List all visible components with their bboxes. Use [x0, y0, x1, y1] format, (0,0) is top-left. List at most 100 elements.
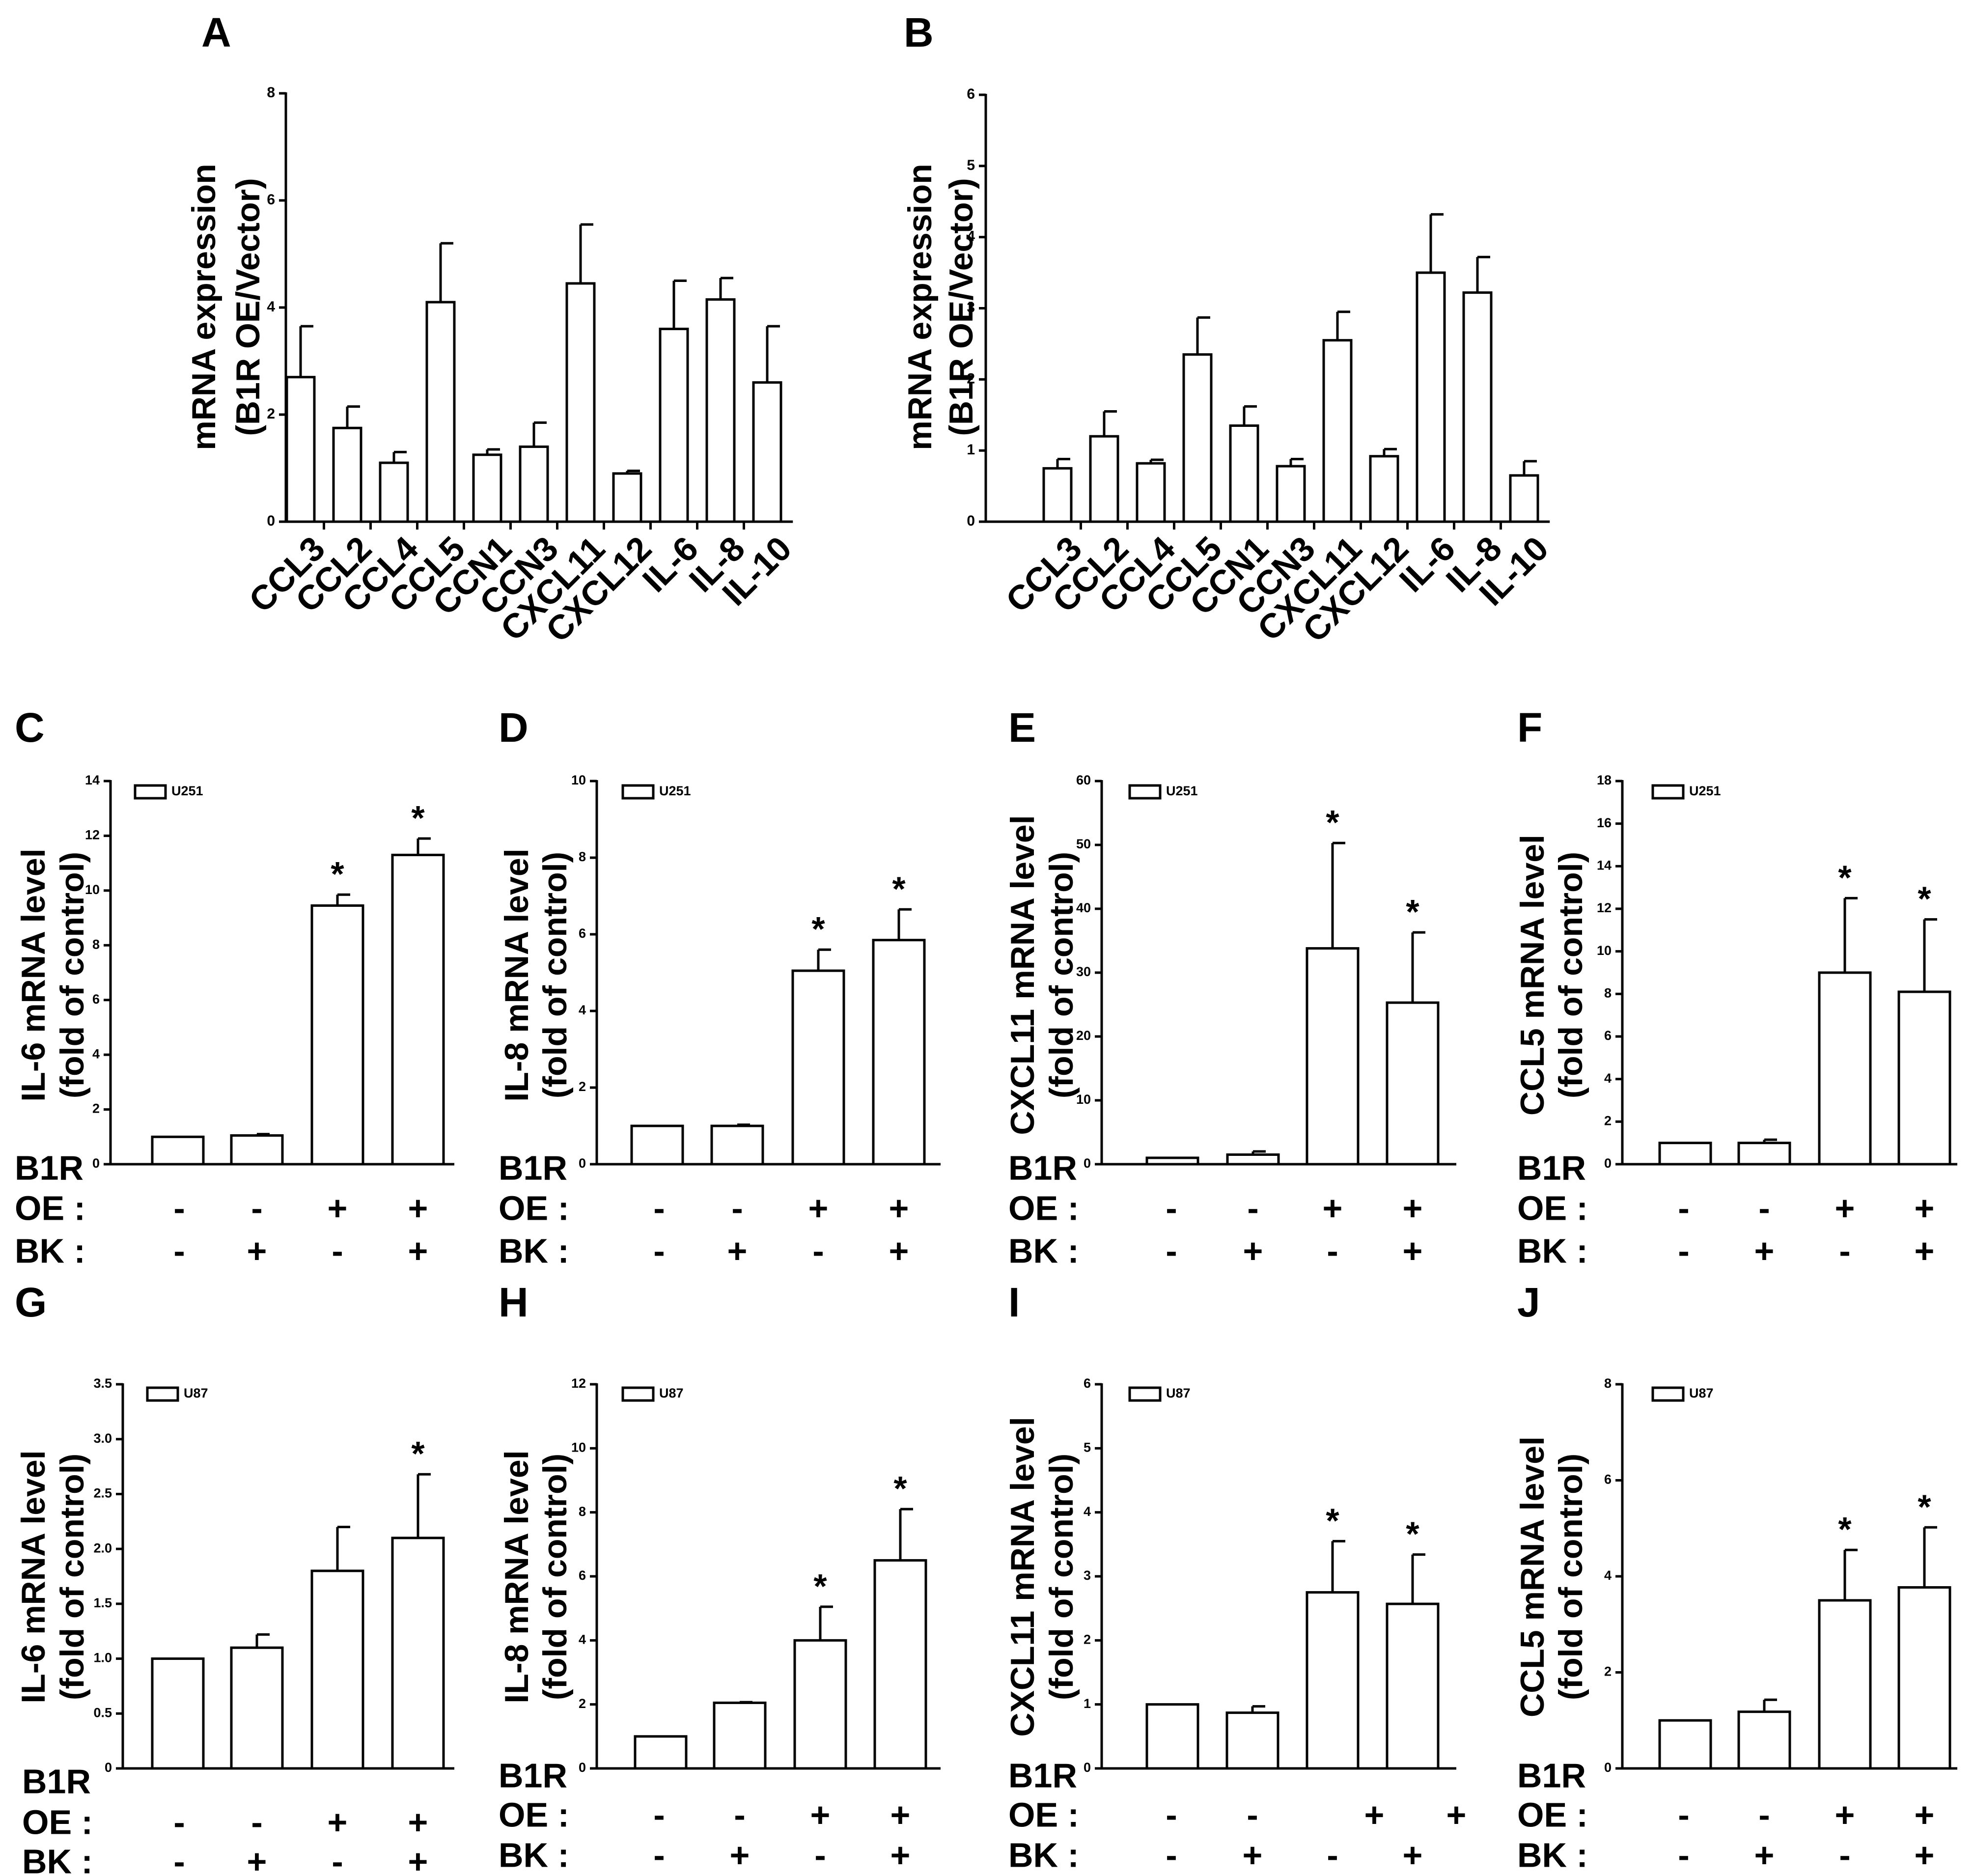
panel-h-bk-sign: + — [890, 1836, 911, 1874]
panel-f-bk-sign: + — [1915, 1232, 1935, 1270]
panel-g-ytick-label: 1.5 — [93, 1596, 112, 1610]
panel-a-ytick-label: 8 — [267, 84, 275, 101]
panel-g-oe-sign: - — [251, 1803, 262, 1841]
panel-f-ytick-label: 18 — [1597, 773, 1612, 787]
panel-j-b1r-label: B1R — [1517, 1756, 1586, 1794]
panel-b-bar — [1229, 424, 1259, 523]
panel-d-significance-star: * — [811, 910, 825, 948]
panel-f-ylabel-line2: (fold of control) — [1552, 852, 1589, 1098]
panel-a-bar — [565, 282, 596, 523]
panel-f-ytick-label: 2 — [1604, 1113, 1612, 1128]
panel-d-bk-sign: + — [889, 1232, 909, 1270]
panel-f-legend-swatch — [1651, 784, 1685, 800]
panel-i-bk-sign: - — [1327, 1836, 1338, 1874]
panel-i-bar — [1306, 1591, 1360, 1770]
panel-f-oe-sign: + — [1915, 1189, 1935, 1227]
panel-d-legend-swatch — [621, 784, 655, 800]
panel-d-oe-sign: + — [808, 1189, 829, 1227]
panel-d-bk-sign: - — [812, 1232, 824, 1270]
panel-h-ytick-label: 6 — [579, 1568, 586, 1583]
panel-j-legend-swatch — [1651, 1386, 1685, 1402]
panel-c-ytick-label: 12 — [85, 828, 100, 842]
panel-e-ytick-label: 50 — [1076, 837, 1091, 851]
panel-d-oe-sign: + — [889, 1189, 909, 1227]
panel-h-bar — [793, 1639, 847, 1770]
panel-i-bk-label: BK : — [1008, 1836, 1079, 1874]
panel-h-significance-star: * — [813, 1567, 827, 1605]
panel-f-bk-sign: - — [1839, 1232, 1850, 1270]
panel-i-letter: I — [1008, 1279, 1020, 1325]
panel-d-oe-sign: - — [731, 1189, 743, 1227]
panel-i-ylabel-line1: CXCL11 mRNA level — [1004, 1417, 1041, 1736]
panel-f-ytick-label: 10 — [1597, 943, 1612, 958]
panel-c-oe-sign: - — [173, 1189, 185, 1227]
panel-e-ylabel-line1: CXCL11 mRNA level — [1004, 815, 1041, 1135]
panel-g-ylabel-line2: (fold of control) — [54, 1454, 91, 1700]
panel-g-bar — [230, 1646, 284, 1770]
panel-c-legend-label: U251 — [171, 784, 203, 798]
panel-e-significance-star: * — [1406, 893, 1419, 931]
panel-i-ytick-label: 0 — [1084, 1760, 1091, 1775]
panel-d-legend-label: U251 — [659, 784, 691, 798]
panel-f-b1r-label: B1R — [1517, 1148, 1586, 1187]
panel-h-oe-sign: + — [810, 1795, 831, 1834]
panel-f-legend-label: U251 — [1689, 784, 1721, 798]
panel-a-bar — [332, 426, 362, 523]
panel-d-bk-sign: - — [653, 1232, 665, 1270]
panel-e-ytick-label: 10 — [1076, 1092, 1091, 1107]
panel-e-bar — [1306, 947, 1360, 1166]
panel-e-bk-sign: + — [1243, 1232, 1263, 1270]
panel-i-significance-star: * — [1326, 1501, 1339, 1540]
panel-g-ytick-label: 0 — [105, 1760, 112, 1775]
panel-e-ytick-label: 30 — [1076, 964, 1091, 979]
panel-h-ytick-label: 12 — [571, 1376, 586, 1391]
panel-j-ytick-label: 0 — [1604, 1760, 1612, 1775]
panel-c-significance-star: * — [331, 855, 344, 893]
panel-i-ytick-label: 5 — [1084, 1440, 1091, 1455]
panel-f-oe-sign: + — [1835, 1189, 1855, 1227]
panel-c-b1r-label: B1R — [15, 1148, 83, 1187]
panel-c-ytick-label: 10 — [85, 882, 100, 897]
panel-e-bar — [1145, 1156, 1199, 1166]
panel-c-bk-sign: + — [408, 1232, 428, 1270]
panel-c-oe-sign: + — [408, 1189, 428, 1227]
panel-e-ytick-label: 0 — [1084, 1156, 1091, 1171]
panel-a-bar — [425, 301, 456, 523]
panel-e-oe-label: OE : — [1008, 1189, 1079, 1227]
panel-f-letter: F — [1517, 704, 1542, 751]
panel-c-bar — [310, 904, 364, 1166]
panel-i-bk-sign: + — [1403, 1836, 1423, 1874]
panel-c-bk-sign: - — [332, 1232, 343, 1270]
panel-d-ytick-label: 6 — [579, 926, 586, 941]
panel-i-bk-sign: - — [1166, 1836, 1177, 1874]
panel-a-bar — [472, 453, 502, 523]
panel-b-ytick-label: 1 — [967, 442, 975, 458]
panel-d-oe-sign: - — [653, 1189, 665, 1227]
panel-f-ytick-label: 6 — [1604, 1028, 1612, 1043]
panel-h-ytick-label: 4 — [579, 1632, 586, 1647]
panel-e-oe-sign: + — [1403, 1189, 1423, 1227]
panel-b-bar — [1462, 291, 1493, 523]
panel-b-bar — [1182, 353, 1213, 523]
panel-e-ytick-label: 20 — [1076, 1028, 1091, 1043]
panel-c-ytick-label: 4 — [92, 1046, 100, 1061]
panel-i-oe-sign: + — [1364, 1795, 1385, 1834]
panel-f-ytick-label: 0 — [1604, 1156, 1612, 1171]
panel-j-bar — [1737, 1710, 1791, 1770]
panel-c-bk-sign: + — [247, 1232, 267, 1270]
panel-j-ytick-label: 8 — [1604, 1376, 1612, 1391]
panel-c-ytick-label: 14 — [85, 773, 100, 787]
panel-i-bar — [1145, 1703, 1199, 1770]
panel-a-bar — [285, 376, 316, 523]
panel-e-oe-sign: + — [1323, 1189, 1343, 1227]
panel-c-bk-label: BK : — [15, 1232, 85, 1270]
panel-j-ytick-label: 4 — [1604, 1568, 1612, 1583]
panel-g-oe-label: OE : — [22, 1803, 93, 1841]
panel-j-significance-star: * — [1838, 1510, 1852, 1548]
panel-c-oe-sign: - — [251, 1189, 262, 1227]
panel-g-bk-sign: + — [408, 1842, 428, 1876]
panel-a-bar — [379, 461, 409, 523]
panel-c-bar — [230, 1134, 284, 1166]
panel-j-oe-label: OE : — [1517, 1795, 1588, 1834]
